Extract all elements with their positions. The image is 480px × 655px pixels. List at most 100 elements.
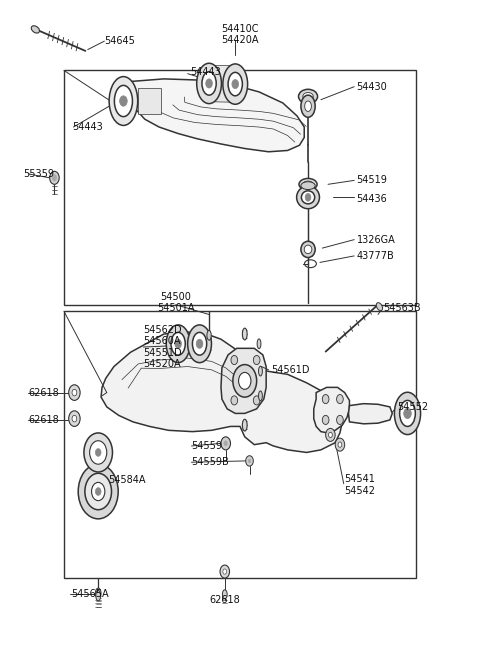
Ellipse shape	[257, 339, 261, 348]
Text: 54430: 54430	[357, 82, 387, 92]
Ellipse shape	[303, 181, 313, 187]
Text: 54561D: 54561D	[271, 365, 310, 375]
Circle shape	[336, 394, 343, 403]
Text: 62618: 62618	[28, 388, 59, 398]
Circle shape	[175, 339, 181, 348]
Ellipse shape	[171, 332, 185, 355]
Circle shape	[253, 356, 260, 365]
Circle shape	[239, 373, 251, 389]
Circle shape	[120, 96, 127, 106]
Ellipse shape	[301, 191, 315, 204]
Ellipse shape	[197, 64, 221, 103]
Text: 54436: 54436	[357, 194, 387, 204]
Circle shape	[96, 487, 101, 495]
Text: 54559B: 54559B	[192, 457, 229, 467]
Ellipse shape	[301, 241, 315, 257]
Circle shape	[90, 441, 107, 464]
Circle shape	[248, 459, 251, 463]
Text: 62618: 62618	[209, 595, 240, 605]
Text: 54443: 54443	[72, 122, 103, 132]
Text: 54519: 54519	[357, 176, 387, 185]
Polygon shape	[348, 403, 392, 424]
Text: 54541
54542: 54541 54542	[345, 474, 376, 496]
Text: 54584A: 54584A	[108, 476, 145, 485]
Polygon shape	[101, 332, 342, 453]
Circle shape	[404, 408, 411, 419]
Circle shape	[336, 415, 343, 424]
Circle shape	[328, 432, 332, 438]
Ellipse shape	[114, 85, 132, 117]
Text: 54562D
54560A
54551D
54520A: 54562D 54560A 54551D 54520A	[144, 326, 182, 369]
Circle shape	[49, 172, 59, 184]
Text: 62618: 62618	[28, 415, 59, 425]
Text: 54559: 54559	[192, 441, 222, 451]
Ellipse shape	[299, 89, 318, 103]
Circle shape	[233, 365, 257, 397]
Ellipse shape	[305, 101, 312, 111]
Circle shape	[69, 384, 80, 400]
Ellipse shape	[400, 400, 415, 426]
Polygon shape	[221, 348, 266, 413]
Circle shape	[221, 437, 230, 450]
Ellipse shape	[301, 181, 315, 189]
Circle shape	[253, 396, 260, 405]
Text: 54410C
54420A: 54410C 54420A	[221, 24, 259, 45]
Ellipse shape	[96, 590, 101, 601]
Circle shape	[232, 79, 239, 88]
Polygon shape	[207, 66, 238, 102]
Ellipse shape	[304, 245, 312, 253]
Ellipse shape	[96, 588, 101, 598]
Circle shape	[220, 565, 229, 578]
Text: 54645: 54645	[104, 36, 135, 46]
Ellipse shape	[188, 325, 212, 363]
Ellipse shape	[222, 590, 227, 599]
Polygon shape	[128, 79, 304, 152]
Circle shape	[96, 449, 101, 457]
Text: 54563B: 54563B	[383, 303, 420, 313]
Circle shape	[322, 415, 329, 424]
Circle shape	[78, 464, 118, 519]
Circle shape	[69, 411, 80, 426]
Circle shape	[84, 433, 112, 472]
Ellipse shape	[166, 325, 190, 363]
Ellipse shape	[31, 26, 39, 33]
Circle shape	[206, 79, 213, 88]
Circle shape	[224, 441, 228, 446]
Circle shape	[52, 174, 57, 181]
Circle shape	[231, 396, 238, 405]
Ellipse shape	[303, 92, 313, 100]
Text: 55359: 55359	[24, 169, 55, 179]
Ellipse shape	[228, 72, 242, 96]
Ellipse shape	[207, 330, 211, 340]
Circle shape	[305, 193, 311, 201]
Polygon shape	[314, 387, 349, 433]
Circle shape	[223, 569, 227, 574]
Text: 54552: 54552	[397, 402, 428, 412]
Circle shape	[92, 482, 105, 500]
Ellipse shape	[202, 71, 216, 95]
Ellipse shape	[109, 77, 138, 125]
Circle shape	[322, 394, 329, 403]
Circle shape	[85, 474, 111, 510]
Polygon shape	[138, 88, 161, 114]
Circle shape	[72, 415, 77, 422]
Ellipse shape	[223, 64, 248, 104]
Ellipse shape	[259, 366, 263, 376]
Circle shape	[72, 389, 77, 396]
Circle shape	[196, 339, 203, 348]
Ellipse shape	[242, 419, 247, 431]
Circle shape	[246, 456, 253, 466]
Text: 43777B: 43777B	[357, 251, 395, 261]
Text: 54565A: 54565A	[71, 590, 108, 599]
Circle shape	[231, 356, 238, 365]
Ellipse shape	[297, 186, 320, 209]
Ellipse shape	[395, 392, 420, 434]
Text: 54500
54501A: 54500 54501A	[157, 292, 194, 313]
Ellipse shape	[192, 332, 207, 355]
Text: 54443: 54443	[190, 67, 221, 77]
Ellipse shape	[301, 95, 315, 117]
Ellipse shape	[299, 178, 317, 190]
Circle shape	[325, 428, 335, 441]
Text: 1326GA: 1326GA	[357, 234, 396, 244]
Ellipse shape	[376, 303, 383, 310]
